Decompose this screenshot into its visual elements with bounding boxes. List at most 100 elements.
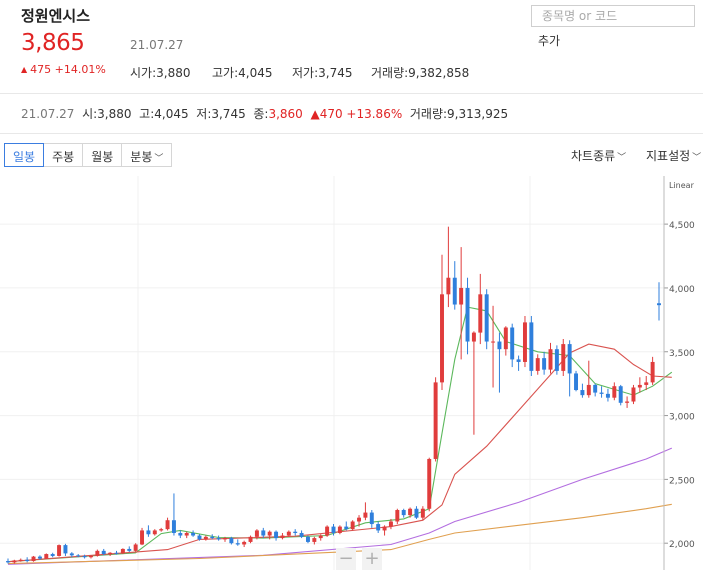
- candle: [331, 524, 336, 536]
- candle: [625, 396, 630, 408]
- candle: [127, 546, 132, 553]
- candle-body: [76, 555, 81, 557]
- candle-body: [491, 341, 496, 343]
- candle-body: [657, 303, 661, 306]
- candle: [216, 535, 221, 541]
- candle-body: [191, 532, 196, 536]
- candle: [31, 555, 36, 562]
- candle-body: [554, 349, 559, 371]
- candle-body: [618, 386, 623, 403]
- candle: [554, 345, 559, 375]
- candle: [357, 515, 362, 527]
- indicator-settings-menu[interactable]: 지표설정 ﹀: [646, 147, 701, 164]
- chart-type-menu[interactable]: 차트종류 ﹀: [571, 147, 626, 164]
- volume-quote: 거래량:9,382,858: [371, 66, 470, 80]
- candle: [535, 354, 540, 375]
- candle-body: [433, 382, 438, 459]
- candle-body: [465, 287, 470, 342]
- change-amount: 475: [30, 63, 52, 76]
- candle-body: [50, 554, 55, 556]
- candle: [203, 535, 208, 541]
- candle-body: [127, 548, 132, 551]
- candle-body: [197, 535, 202, 540]
- candle-body: [625, 401, 630, 403]
- candle-body: [644, 382, 649, 385]
- ma120-line: [7, 503, 672, 565]
- tab-daily[interactable]: 일봉: [4, 143, 45, 167]
- candle-body: [580, 390, 585, 396]
- divider: [0, 93, 703, 94]
- candle: [593, 383, 598, 397]
- candle: [254, 529, 259, 540]
- candle-body: [286, 531, 291, 536]
- candle-body: [203, 536, 208, 540]
- indicator-settings-label: 지표설정: [646, 149, 691, 163]
- high-quote: 고가:4,045: [212, 66, 273, 80]
- candle-body: [478, 294, 483, 333]
- candle: [465, 277, 470, 355]
- candle: [152, 529, 157, 536]
- candle: [223, 536, 227, 542]
- daily-summary: 21.07.27 시:3,880 고:4,045 저:3,745 종:3,860…: [21, 107, 509, 121]
- candle: [637, 377, 642, 393]
- candle-body: [574, 373, 579, 391]
- zoom-out-button[interactable]: −: [336, 548, 356, 570]
- quote-date: 21.07.27: [130, 38, 184, 52]
- candle: [235, 539, 240, 546]
- candle: [574, 370, 579, 392]
- tab-monthly[interactable]: 월봉: [83, 143, 123, 167]
- chevron-down-icon: ﹀: [617, 153, 627, 163]
- search-input[interactable]: [531, 5, 695, 27]
- y-tick-label: 4,500: [669, 221, 695, 231]
- add-button[interactable]: 추가: [538, 34, 561, 48]
- tab-minute-label: 분봉: [130, 150, 153, 164]
- y-tick-label: 3,500: [669, 349, 695, 359]
- y-tick-label: 4,000: [669, 285, 695, 295]
- candle: [261, 527, 266, 539]
- candle-body: [420, 508, 425, 518]
- daily-volume-label: 거래량: [409, 107, 443, 121]
- open-quote: 시가:3,880: [130, 66, 191, 80]
- candle: [395, 508, 400, 525]
- candle-body: [229, 538, 234, 544]
- price-chart[interactable]: 2,000 2,500 3,000 3,500 4,000 4,500 Linear: [0, 176, 703, 570]
- candle: [286, 530, 291, 537]
- candle-body: [114, 552, 119, 554]
- candle-body: [382, 526, 387, 531]
- candle-body: [31, 556, 36, 562]
- tab-minute[interactable]: 분봉 ﹀: [122, 143, 173, 167]
- candle: [6, 558, 10, 564]
- daily-low: 3,745: [211, 107, 246, 121]
- y-tick-label: 2,500: [669, 476, 695, 486]
- candle-body: [25, 559, 30, 562]
- candle-body: [210, 536, 215, 539]
- daily-date: 21.07.27: [21, 107, 75, 121]
- daily-change: 470: [319, 107, 343, 121]
- candle-body: [484, 294, 489, 342]
- candle-body: [95, 550, 100, 556]
- tab-weekly[interactable]: 주봉: [44, 143, 84, 167]
- candle-body: [535, 358, 540, 371]
- candle: [605, 388, 610, 402]
- candle-body: [363, 512, 368, 518]
- candle-body: [331, 526, 336, 533]
- candle-body: [318, 535, 323, 539]
- candle: [497, 332, 502, 393]
- zoom-in-button[interactable]: +: [362, 548, 382, 570]
- candle: [95, 549, 100, 557]
- candle: [599, 386, 604, 398]
- low-label: 저가: [292, 66, 315, 80]
- candle-body: [561, 344, 566, 371]
- candle-body: [18, 559, 23, 561]
- candle-body: [108, 552, 113, 555]
- candle: [650, 356, 655, 385]
- candle-body: [44, 554, 49, 559]
- candle: [542, 351, 547, 375]
- daily-open: 3,880: [97, 107, 132, 121]
- y-tick-label: 3,000: [669, 413, 695, 423]
- high-label: 고가: [212, 66, 235, 80]
- candle: [210, 534, 215, 540]
- candle-body: [152, 530, 157, 535]
- candle: [471, 331, 476, 435]
- candle: [88, 555, 93, 559]
